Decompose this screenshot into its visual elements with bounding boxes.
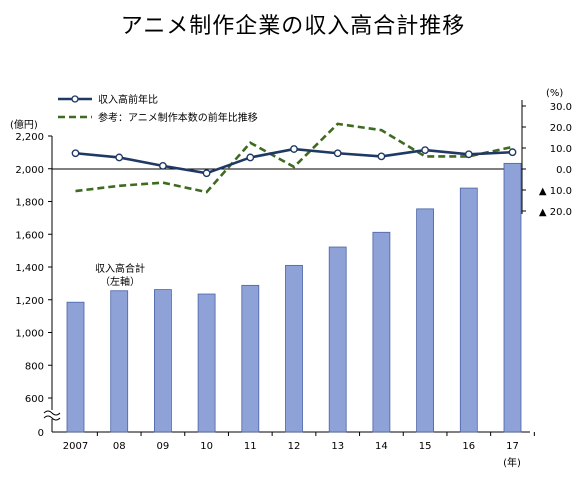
revenue-growth-point [246, 153, 255, 162]
left-tick-label: 2,000 [15, 165, 44, 176]
bar [66, 301, 85, 433]
right-tick-label: ▲ 20.0 [539, 207, 572, 218]
axis-break-mask [43, 410, 61, 419]
bar-annotation: （左軸） [100, 275, 140, 288]
left-tick-label: 1,800 [15, 198, 44, 209]
left-tick-label: 1,400 [15, 263, 44, 274]
left-axis-unit: (億円) [10, 118, 38, 131]
right-tick-label: ▲ 10.0 [539, 186, 572, 197]
legend-label-revenue-growth: 収入高前年比 [98, 93, 158, 106]
revenue-growth-point [464, 150, 473, 159]
left-tick-label: 2,200 [15, 132, 44, 143]
bar [241, 284, 260, 433]
right-tick-label: 20.0 [550, 123, 572, 134]
revenue-growth-point [508, 148, 517, 157]
x-tick-label: 10 [200, 441, 213, 452]
left-tick-label: 800 [25, 361, 44, 372]
x-tick-label: 14 [375, 441, 388, 452]
left-tick-label: 600 [25, 394, 44, 405]
revenue-growth-point [115, 153, 124, 162]
x-tick-label: 17 [506, 441, 519, 452]
bar [416, 208, 435, 433]
left-tick-label: 0 [38, 428, 44, 439]
x-tick-label: 2007 [63, 441, 88, 452]
x-tick-label: 16 [462, 441, 475, 452]
bar [372, 231, 391, 433]
legend-label-production-count: 参考：アニメ制作本数の前年比推移 [98, 111, 258, 124]
x-tick-label: 09 [157, 441, 170, 452]
revenue-growth-point [158, 161, 167, 170]
x-tick-label: 08 [113, 441, 126, 452]
axis-break-mark [43, 410, 61, 416]
series-line-production-count [75, 122, 513, 194]
right-tick-label: 0.0 [556, 165, 572, 176]
right-axis-unit: (%) [546, 88, 563, 99]
left-tick-label: 1,200 [15, 296, 44, 307]
bar-annotation: 収入高合計 [95, 262, 145, 275]
left-tick-label: 1,600 [15, 230, 44, 241]
chart-title: アニメ制作企業の収入高合計推移 [120, 14, 466, 39]
revenue-growth-point [377, 152, 386, 161]
axis-break-mark [43, 415, 61, 421]
x-axis-unit: (年) [503, 456, 521, 469]
bar [197, 293, 216, 433]
right-tick-label: 30.0 [550, 102, 572, 113]
left-tick-label: 1,000 [15, 329, 44, 340]
bar [285, 264, 303, 433]
bar [153, 289, 172, 433]
revenue-growth-point [202, 169, 211, 178]
x-tick-label: 11 [244, 441, 257, 452]
revenue-growth-point [333, 149, 342, 158]
x-tick-label: 15 [419, 441, 432, 452]
legend-marker-revenue-growth [71, 95, 79, 103]
bar [328, 246, 347, 433]
revenue-growth-point [421, 146, 429, 155]
right-tick-label: 10.0 [550, 144, 572, 155]
revenue-growth-point [290, 145, 298, 153]
bar [503, 162, 522, 433]
x-tick-label: 12 [288, 441, 301, 452]
revenue-growth-point [71, 149, 80, 158]
x-tick-label: 13 [331, 441, 344, 452]
bar [110, 290, 129, 433]
bar [459, 187, 478, 433]
